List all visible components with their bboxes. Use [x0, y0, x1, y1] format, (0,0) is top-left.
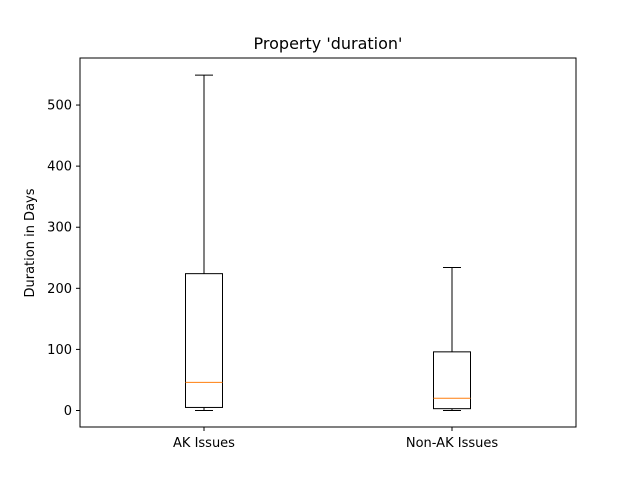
chart-title: Property 'duration'	[254, 34, 403, 53]
y-axis-label: Duration in Days	[23, 188, 38, 297]
box-plots	[185, 74, 471, 412]
iqr-box	[433, 351, 471, 410]
y-tick-label: 400	[47, 160, 72, 175]
y-tick-label: 0	[64, 404, 72, 419]
box-plot	[433, 267, 471, 412]
y-tick-label: 100	[47, 343, 72, 358]
box-plot	[185, 74, 223, 412]
x-tick-label: Non-AK Issues	[406, 436, 498, 451]
x-tick-label: AK Issues	[173, 436, 235, 451]
y-tick-label: 500	[47, 99, 72, 114]
plot-area	[79, 57, 577, 428]
iqr-box	[185, 273, 223, 408]
plot-frame	[79, 57, 577, 428]
axis-ticks: 0 100 200 300 400 500 AK Issues Non-AK Issues	[47, 99, 498, 451]
y-tick-label: 200	[47, 282, 72, 297]
y-tick-label: 300	[47, 221, 72, 236]
